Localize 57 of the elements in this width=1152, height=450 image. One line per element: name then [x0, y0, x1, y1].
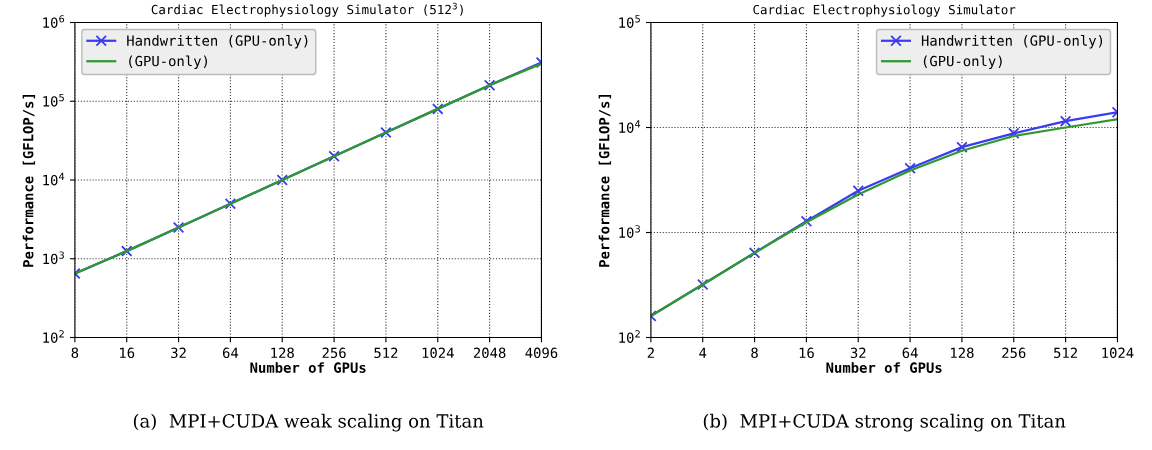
point — [483, 79, 496, 91]
x-axis-title: Number of GPUs — [250, 362, 366, 373]
point — [328, 150, 340, 163]
legend-label: (GPU-only) — [129, 55, 207, 69]
y-tick-label: 10$^{2}$ — [619, 330, 640, 343]
y-axis-title: Performance [GFLOP/s] — [598, 95, 612, 267]
y-tick-label: 10$^{3}$ — [619, 225, 640, 238]
point — [431, 103, 444, 115]
y-tick-label: 10$^{5}$ — [619, 15, 640, 28]
x-tick-label: 512 — [1054, 347, 1077, 359]
point — [224, 197, 237, 210]
point — [696, 278, 709, 291]
point — [276, 174, 289, 186]
x-tick-label: 2 — [647, 347, 654, 358]
legend-label: (GPU-only) — [923, 55, 1002, 69]
x-tick-label: 512 — [374, 347, 398, 359]
x-tick-label: 256 — [1002, 347, 1026, 359]
x-tick-label: 1024 — [1102, 347, 1134, 359]
x-tick-label: 1024 — [422, 347, 454, 359]
point — [800, 215, 813, 228]
x-tick-label: 256 — [322, 347, 346, 359]
chart-title: Cardiac Electrophysiology Simulator — [753, 4, 1016, 17]
y-tick-label: 10$^{5}$ — [43, 94, 64, 107]
point — [172, 221, 185, 234]
y-axis-title: Performance [GFLOP/s] — [22, 95, 36, 267]
x-axis-title: Number of GPUs — [826, 362, 942, 373]
chart-title: Cardiac Electrophysiology Simulator (512$^{3}$) — [151, 2, 463, 17]
text: (a) MPI+CUDA weak scaling on Titan — [133, 413, 484, 432]
x-tick-label: 64 — [222, 347, 239, 359]
x-tick-label: 16 — [120, 347, 135, 359]
x-tick-label: 128 — [951, 347, 974, 359]
point — [1059, 115, 1072, 127]
x-tick-label: 128 — [271, 347, 294, 359]
x-tick-label: 4 — [699, 347, 707, 358]
y-tick-label: 10$^{4}$ — [43, 172, 65, 186]
point — [1007, 127, 1020, 140]
point — [120, 245, 133, 257]
point — [380, 126, 392, 139]
legend-label: Handwritten (GPU-only) — [127, 35, 308, 49]
x-tick-label: 32 — [850, 347, 866, 359]
x-tick-label: 32 — [171, 347, 186, 359]
x-tick-label: 64 — [902, 347, 918, 359]
text: (b) MPI+CUDA strong scaling on Titan — [703, 413, 1066, 432]
x-tick-label: 2048 — [473, 347, 506, 359]
point — [852, 184, 865, 197]
x-tick-label: 16 — [799, 347, 814, 359]
x-tick-label: 4096 — [525, 347, 558, 359]
point — [904, 162, 916, 174]
y-tick-label: 10$^{4}$ — [619, 120, 641, 133]
legend-label: Handwritten (GPU-only) — [921, 35, 1103, 49]
x-tick-label: 8 — [71, 347, 79, 359]
y-tick-label: 10$^{2}$ — [43, 330, 64, 343]
y-tick-label: 10$^{6}$ — [43, 15, 65, 28]
x-tick-label: 8 — [751, 347, 758, 359]
y-tick-label: 10$^{3}$ — [43, 251, 64, 265]
point — [748, 247, 761, 259]
point — [956, 141, 968, 153]
